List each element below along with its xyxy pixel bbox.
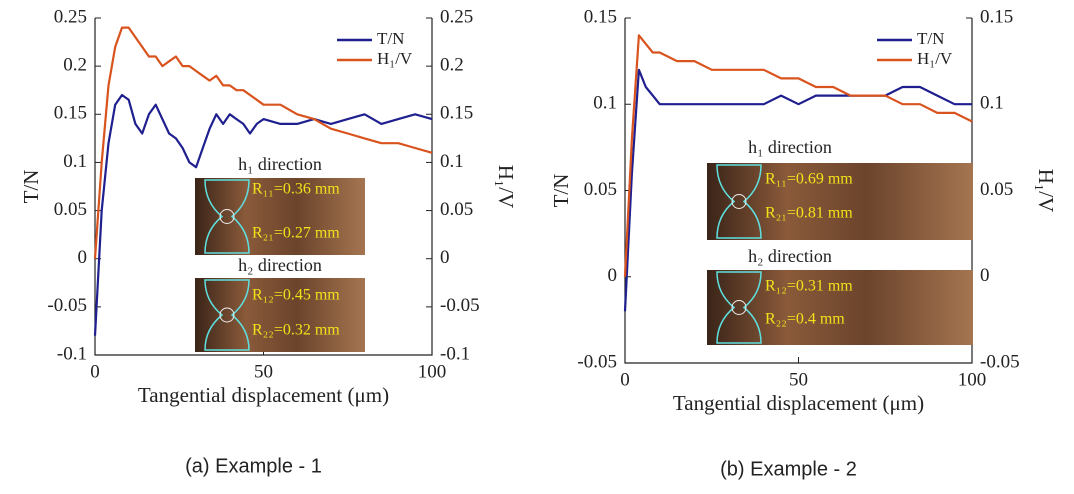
y-tick-label: -0.1 [57, 343, 87, 364]
radius-label: R₂₁=0.27 mm [252, 225, 340, 242]
y2-tick-label: 0.15 [980, 6, 1013, 27]
x-tick-label: 0 [620, 369, 630, 390]
y-tick-label: 0.15 [584, 6, 617, 27]
radius-label: R₁₂=0.45 mm [252, 287, 340, 304]
x-tick-label: 50 [789, 369, 808, 390]
caption: (a) Example - 1 [185, 455, 322, 477]
y2-tick-label: 0.2 [440, 55, 464, 76]
legend-label: H₁/V [917, 49, 953, 68]
y2-tick-label: 0.1 [440, 151, 464, 172]
radius-label: R₁₁=0.69 mm [765, 171, 853, 188]
inset-title: h₁ direction [238, 154, 322, 174]
caption: (b) Example - 2 [720, 458, 857, 480]
y-tick-label: 0.15 [54, 103, 87, 124]
y2-tick-label: 0 [440, 247, 450, 268]
inset-title: h₂ direction [748, 246, 832, 266]
y2-tick-label: -0.05 [980, 351, 1020, 372]
radius-label: R₁₂=0.31 mm [765, 278, 853, 295]
y-tick-label: 0.2 [63, 55, 87, 76]
y2-tick-label: 0.15 [440, 103, 473, 124]
y2-tick-label: -0.1 [440, 343, 470, 364]
x-tick-label: 100 [418, 361, 447, 382]
y2-tick-label: 0 [980, 265, 990, 286]
y-tick-label: -0.05 [577, 351, 617, 372]
y-tick-label: 0.05 [584, 179, 617, 200]
y-tick-label: 0.1 [63, 151, 87, 172]
y2-tick-label: 0.1 [980, 93, 1004, 114]
y2-axis-label: H₁/V [494, 165, 518, 209]
y2-tick-label: -0.05 [440, 295, 480, 316]
y-axis-label: T/N [19, 170, 43, 204]
y2-tick-label: 0.25 [440, 6, 473, 27]
y-axis-label: T/N [549, 174, 573, 208]
y-tick-label: -0.05 [47, 295, 87, 316]
y-tick-label: 0.1 [593, 93, 617, 114]
radius-label: R₂₂=0.32 mm [252, 322, 340, 339]
y2-axis-label: H₁/V [1034, 169, 1058, 213]
inset-title: h₂ direction [238, 255, 322, 275]
figure: 050100-0.1-0.0500.050.10.150.20.25-0.1-0… [0, 0, 1074, 494]
y-tick-label: 0.05 [54, 199, 87, 220]
radius-label: R₁₁=0.36 mm [252, 181, 340, 198]
legend-label: T/N [917, 29, 944, 48]
y-tick-label: 0 [78, 247, 88, 268]
y2-tick-label: 0.05 [440, 199, 473, 220]
inset-title: h₁ direction [748, 137, 832, 157]
radius-label: R₂₂=0.4 mm [765, 311, 845, 328]
x-tick-label: 50 [254, 361, 273, 382]
legend-label: T/N [377, 29, 404, 48]
x-axis-label: Tangential displacement (μm) [138, 383, 389, 407]
radius-label: R₂₁=0.81 mm [765, 205, 853, 222]
x-axis-label: Tangential displacement (μm) [673, 391, 924, 415]
y-tick-label: 0 [608, 265, 618, 286]
legend-label: H₁/V [377, 49, 413, 68]
x-tick-label: 0 [90, 361, 100, 382]
y-tick-label: 0.25 [54, 6, 87, 27]
x-tick-label: 100 [958, 369, 987, 390]
y2-tick-label: 0.05 [980, 179, 1013, 200]
